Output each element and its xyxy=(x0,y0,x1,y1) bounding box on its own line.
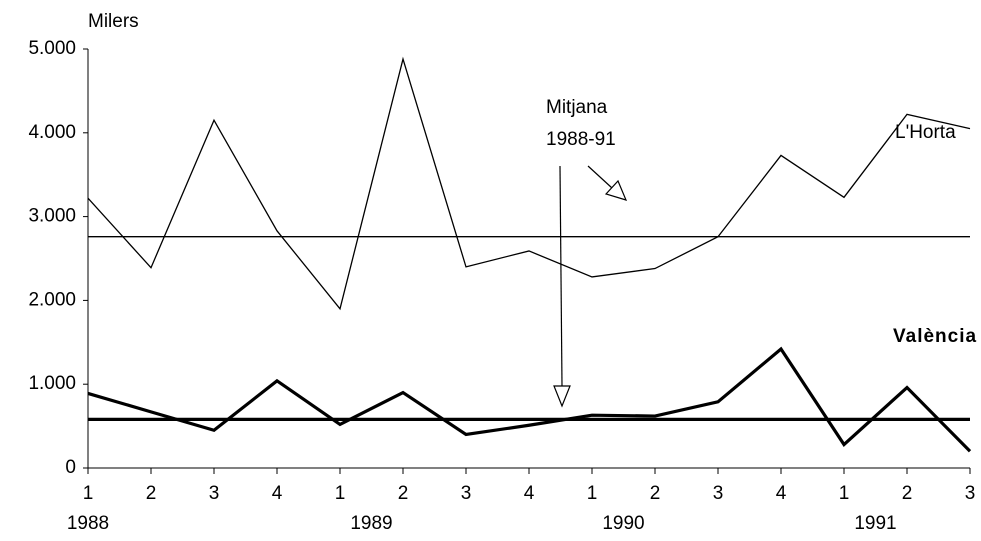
y-tick-label: 0 xyxy=(65,457,76,478)
year-label: 1988 xyxy=(67,513,109,534)
x-tick-label: 2 xyxy=(650,483,661,504)
series-line xyxy=(87,56,971,311)
x-tick-label: 3 xyxy=(713,483,724,504)
x-tick-label: 4 xyxy=(524,483,535,504)
arrow xyxy=(553,165,628,408)
annotation: Mitjana xyxy=(546,97,608,118)
x-tick-label: 4 xyxy=(272,483,283,504)
x-tick-label: 2 xyxy=(146,483,157,504)
series-label: L'Horta xyxy=(895,122,956,143)
x-tick-label: 2 xyxy=(398,483,409,504)
x-tick-label: 1 xyxy=(839,483,850,504)
x-tick-label: 3 xyxy=(209,483,220,504)
x-tick-label: 2 xyxy=(902,483,913,504)
x-tick-label: 1 xyxy=(83,483,94,504)
y-tick-label: 4.000 xyxy=(28,122,76,143)
x-tick-label: 4 xyxy=(776,483,787,504)
x-tick-label: 3 xyxy=(461,483,472,504)
y-axis-title: Milers xyxy=(88,11,139,32)
x-tick-label: 1 xyxy=(587,483,598,504)
x-tick-label: 1 xyxy=(335,483,346,504)
year-label: 1990 xyxy=(602,513,644,534)
year-label: 1991 xyxy=(854,513,896,534)
y-tick-label: 2.000 xyxy=(28,289,76,310)
x-tick-label: 3 xyxy=(965,483,976,504)
y-tick-label: 3.000 xyxy=(28,206,76,227)
annotation: 1988-91 xyxy=(546,129,616,150)
y-tick-label: 1.000 xyxy=(28,373,76,394)
year-label: 1989 xyxy=(350,513,392,534)
y-tick-label: 5.000 xyxy=(28,38,76,59)
series-label: València xyxy=(893,326,977,347)
series-line xyxy=(87,346,972,453)
